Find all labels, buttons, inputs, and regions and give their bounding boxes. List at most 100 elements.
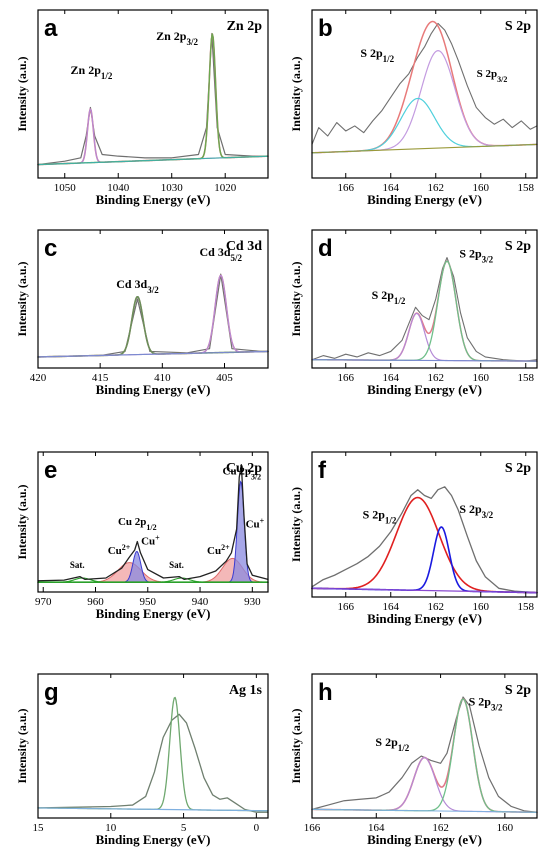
annotation-base: Sat. — [169, 560, 184, 570]
series-fit-1 — [37, 33, 269, 166]
plot-frame — [311, 229, 538, 369]
annotation-base: Cu — [207, 545, 221, 557]
chart-title: S 2p — [505, 19, 531, 34]
annotation-subscript: 1/2 — [383, 54, 395, 64]
x-tick-label: 940 — [192, 596, 209, 608]
x-axis-label: Binding Energy (eV) — [367, 192, 482, 207]
panel-f: 166 164 162 160 158 Binding Energy (eV) Intens… — [289, 451, 538, 626]
x-tick-label: 405 — [216, 372, 233, 384]
peak-annotation: Cu+ — [141, 533, 160, 548]
x-axis-label: Binding Energy (eV) — [367, 382, 482, 397]
panel-d: 166 164 162 160 158 Binding Energy (eV) Intens… — [289, 229, 538, 397]
y-axis-label: Intensity (a.u.) — [289, 261, 303, 336]
series-component-3 — [311, 698, 538, 813]
series-background-3 — [311, 587, 538, 594]
series-fit-1 — [311, 260, 538, 362]
y-axis-label: Intensity (a.u.) — [15, 708, 29, 783]
peak-annotation: S 2p3/2 — [477, 68, 508, 84]
annotation-base: Cu — [141, 535, 155, 547]
x-axis-label: Binding Energy (eV) — [367, 611, 482, 626]
chart-title: Cd 3d — [226, 239, 262, 254]
y-axis-label: Intensity (a.u.) — [289, 56, 303, 131]
series-fit-1 — [311, 20, 538, 154]
series-raw-0 — [311, 22, 538, 145]
plot-frame — [311, 673, 538, 819]
annotation-subscript: 3/2 — [147, 285, 159, 295]
series-raw-3 — [37, 463, 269, 582]
x-axis-label: Binding Energy (eV) — [96, 192, 211, 207]
x-tick-label: 164 — [383, 601, 400, 613]
panel-c: 420 415 410 405 Binding Energy (eV) Intensity… — [15, 229, 269, 397]
panel-letter: c — [44, 235, 57, 262]
x-tick-label: 415 — [92, 372, 109, 384]
annotation-subscript: 3/2 — [491, 703, 503, 713]
panel-letter: a — [44, 15, 58, 42]
peak-annotation: S 2p3/2 — [459, 502, 493, 520]
peak-annotation: Sat. — [70, 560, 85, 570]
x-tick-label: 162 — [428, 372, 445, 384]
annotation-base: S 2p — [363, 508, 386, 522]
x-tick-label: 1040 — [107, 182, 130, 194]
peak-annotation: Cd 3d5/2 — [199, 245, 242, 263]
series-raw-0 — [311, 257, 538, 362]
annotation-base: Cu — [108, 545, 122, 557]
annotation-subscript: 1/2 — [385, 516, 397, 526]
x-tick-label: 970 — [35, 596, 52, 608]
series-raw-0 — [37, 32, 269, 166]
chart-title: Ag 1s — [229, 683, 263, 698]
x-tick-label: 162 — [432, 822, 449, 834]
y-axis-label: Intensity (a.u.) — [15, 56, 29, 131]
x-tick-label: 15 — [33, 822, 45, 834]
x-axis-label: Binding Energy (eV) — [367, 832, 482, 847]
panel-letter: e — [44, 457, 57, 484]
peak-annotation: S 2p1/2 — [363, 508, 397, 526]
annotation-subscript: 1/2 — [146, 522, 156, 531]
series-raw-0 — [311, 486, 538, 594]
annotation-superscript: + — [260, 516, 265, 525]
series-component-2 — [311, 756, 538, 813]
plot-frame — [37, 229, 269, 369]
peak-annotation: S 2p1/2 — [372, 288, 406, 306]
annotation-base: Cu 2p — [118, 516, 146, 528]
chart-title: S 2p — [505, 683, 531, 698]
panel-letter: f — [318, 457, 327, 484]
series-component-2 — [311, 526, 538, 594]
x-tick-label: 1050 — [54, 182, 77, 194]
x-tick-label: 158 — [518, 372, 535, 384]
annotation-subscript: 1/2 — [394, 296, 406, 306]
x-tick-label: 164 — [383, 372, 400, 384]
chart-title: Cu 2p — [226, 461, 262, 476]
x-tick-label: 166 — [338, 601, 355, 613]
chart-title: S 2p — [505, 461, 531, 476]
plot-frame — [311, 451, 538, 598]
annotation-base: Zn 2p — [156, 29, 187, 43]
series-fit-1 — [311, 698, 538, 814]
x-tick-label: 160 — [473, 372, 490, 384]
annotation-superscript: + — [155, 533, 160, 542]
panel-g: 15 10 5 0 Binding Energy (eV) Intensity (a.u.… — [15, 673, 269, 847]
plot-frame — [37, 9, 269, 179]
annotation-subscript: 3/2 — [251, 472, 261, 481]
series-raw-0 — [311, 696, 538, 813]
x-tick-label: 950 — [140, 596, 157, 608]
series-component-2 — [37, 108, 269, 166]
series-background-2 — [37, 807, 269, 812]
annotation-base: S 2p — [375, 735, 398, 749]
panel-b: 166 164 162 160 158 Binding Energy (eV) Intens… — [289, 9, 538, 207]
annotation-subscript: 1/2 — [101, 71, 113, 81]
x-tick-label: 1030 — [161, 182, 184, 194]
annotation-base: S 2p — [459, 502, 482, 516]
peak-annotation: Cu 2p1/2 — [118, 516, 157, 532]
x-tick-label: 162 — [428, 601, 445, 613]
x-tick-label: 10 — [105, 822, 117, 834]
x-tick-label: 410 — [154, 372, 171, 384]
plot-frame — [37, 451, 269, 593]
series-component-1 — [311, 496, 538, 594]
x-tick-label: 1020 — [214, 182, 237, 194]
chart-title: S 2p — [505, 239, 531, 254]
annotation-base: Cd 3d — [116, 277, 147, 291]
x-axis-label: Binding Energy (eV) — [96, 606, 211, 621]
x-tick-label: 960 — [87, 596, 104, 608]
annotation-base: Cu 2p — [223, 465, 251, 477]
peak-annotation: Cu 2p3/2 — [223, 465, 262, 481]
